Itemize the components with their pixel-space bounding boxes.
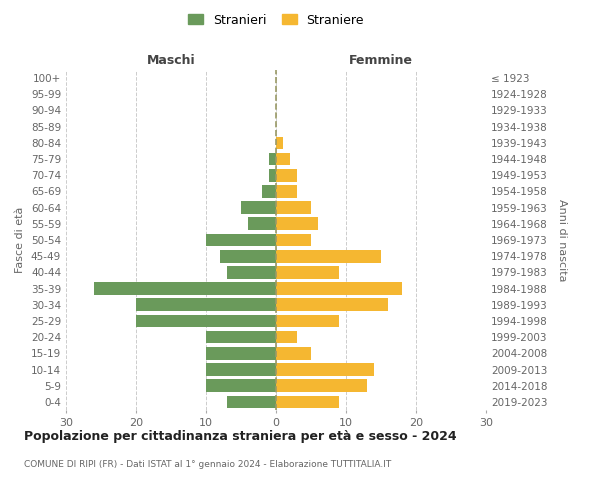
Bar [276,202,311,214]
Bar [276,298,388,311]
Bar [227,266,276,278]
Bar [276,234,311,246]
Bar [276,218,318,230]
Bar [206,363,276,376]
Bar [220,250,276,262]
Bar [276,331,297,344]
Bar [276,314,339,328]
Bar [276,396,339,408]
Text: Popolazione per cittadinanza straniera per età e sesso - 2024: Popolazione per cittadinanza straniera p… [24,430,457,443]
Bar [276,282,402,295]
Text: Femmine: Femmine [349,54,413,67]
Bar [94,282,276,295]
Bar [276,152,290,166]
Bar [206,380,276,392]
Bar [276,136,283,149]
Bar [276,250,381,262]
Y-axis label: Fasce di età: Fasce di età [16,207,25,273]
Bar [206,234,276,246]
Y-axis label: Anni di nascita: Anni di nascita [557,198,567,281]
Bar [276,266,339,278]
Bar [248,218,276,230]
Bar [276,347,311,360]
Bar [269,169,276,181]
Bar [269,152,276,166]
Bar [136,314,276,328]
Bar [241,202,276,214]
Bar [276,363,374,376]
Bar [276,169,297,181]
Legend: Stranieri, Straniere: Stranieri, Straniere [185,11,367,29]
Bar [262,185,276,198]
Text: Maschi: Maschi [146,54,196,67]
Bar [227,396,276,408]
Bar [276,380,367,392]
Bar [206,347,276,360]
Bar [206,331,276,344]
Text: COMUNE DI RIPI (FR) - Dati ISTAT al 1° gennaio 2024 - Elaborazione TUTTITALIA.IT: COMUNE DI RIPI (FR) - Dati ISTAT al 1° g… [24,460,391,469]
Bar [276,185,297,198]
Bar [136,298,276,311]
